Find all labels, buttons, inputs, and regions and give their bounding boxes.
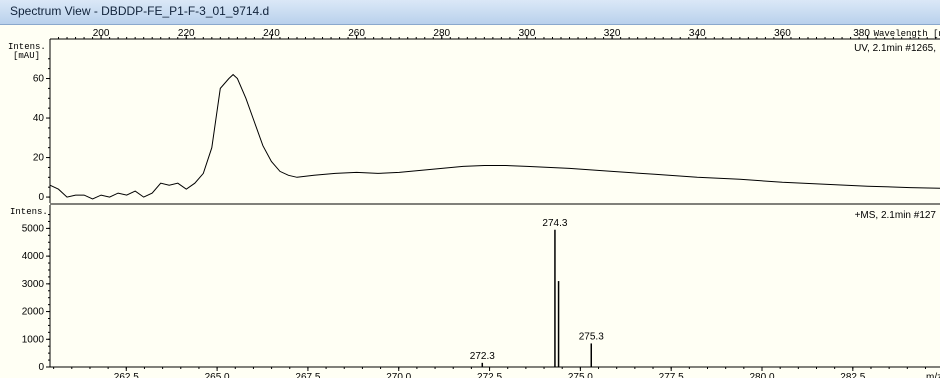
uv-y-tick-label: 20 <box>33 153 45 164</box>
window-title: Spectrum View - DBDDP-FE_P1-F-3_01_9714.… <box>10 4 270 18</box>
ms-x-tick-label: 277.5 <box>659 372 684 378</box>
ms-y-tick-label: 0 <box>38 362 44 373</box>
ms-x-tick-label: 272.5 <box>477 372 502 378</box>
ms-spectrum-chart: Intens. 5000 4000 3000 2000 1000 0 262.5 265.0 26… <box>10 205 940 378</box>
uv-y-tick-label: 40 <box>33 113 45 124</box>
ms-y-tick-label: 1000 <box>22 334 45 345</box>
ms-y-tick-label: 3000 <box>22 279 45 290</box>
ms-x-tick-label: 280.0 <box>749 372 774 378</box>
ms-x-tick-label: 270.0 <box>386 372 411 378</box>
uv-y-axis-unit: [mAU] <box>13 51 40 61</box>
ms-x-tick-label: 262.5 <box>114 372 139 378</box>
ms-peak-label: 272.3 <box>470 351 495 362</box>
uv-x-tick-label: 200 <box>93 28 110 39</box>
uv-x-tick-label: 240 <box>263 28 280 39</box>
uv-x-axis-label: Wavelength [nm] <box>874 29 940 39</box>
uv-x-tick-label: 340 <box>689 28 706 39</box>
ms-x-tick-label: 265.0 <box>205 372 230 378</box>
ms-peak-label: 274.3 <box>542 218 567 229</box>
title-bar: Spectrum View - DBDDP-FE_P1-F-3_01_9714.… <box>0 0 940 25</box>
ms-y-axis-label: Intens. <box>10 207 48 217</box>
ms-x-tick-label: 282.5 <box>840 372 865 378</box>
uv-x-tick-label: 260 <box>348 28 365 39</box>
ms-peak-label: 275.3 <box>579 331 604 342</box>
uv-x-tick-label: 380 <box>853 28 870 39</box>
ms-x-tick-label: 267.5 <box>295 372 320 378</box>
uv-y-axis-label: Intens. <box>8 42 46 52</box>
ms-annotation: +MS, 2.1min #127 <box>855 210 937 221</box>
uv-x-tick-label: 320 <box>604 28 621 39</box>
uv-y-tick-label: 60 <box>33 74 45 85</box>
uv-x-tick-label: 280 <box>433 28 450 39</box>
uv-x-tick-label: 220 <box>178 28 195 39</box>
ms-x-axis-label: m/z <box>926 372 940 378</box>
uv-annotation: UV, 2.1min #1265, <box>854 43 936 54</box>
uv-x-tick-label: 300 <box>519 28 536 39</box>
uv-y-tick-label: 0 <box>38 192 44 203</box>
ms-y-tick-label: 4000 <box>22 251 45 262</box>
ms-y-tick-label: 5000 <box>22 223 45 234</box>
uv-spectrum-line <box>49 73 940 200</box>
ms-y-tick-label: 2000 <box>22 307 45 318</box>
uv-spectrum-chart: 200 220 240 260 280 300 320 340 360 380 Wavelength… <box>8 28 940 205</box>
uv-x-tick-label: 360 <box>774 28 791 39</box>
ms-x-tick-label: 275.0 <box>568 372 593 378</box>
